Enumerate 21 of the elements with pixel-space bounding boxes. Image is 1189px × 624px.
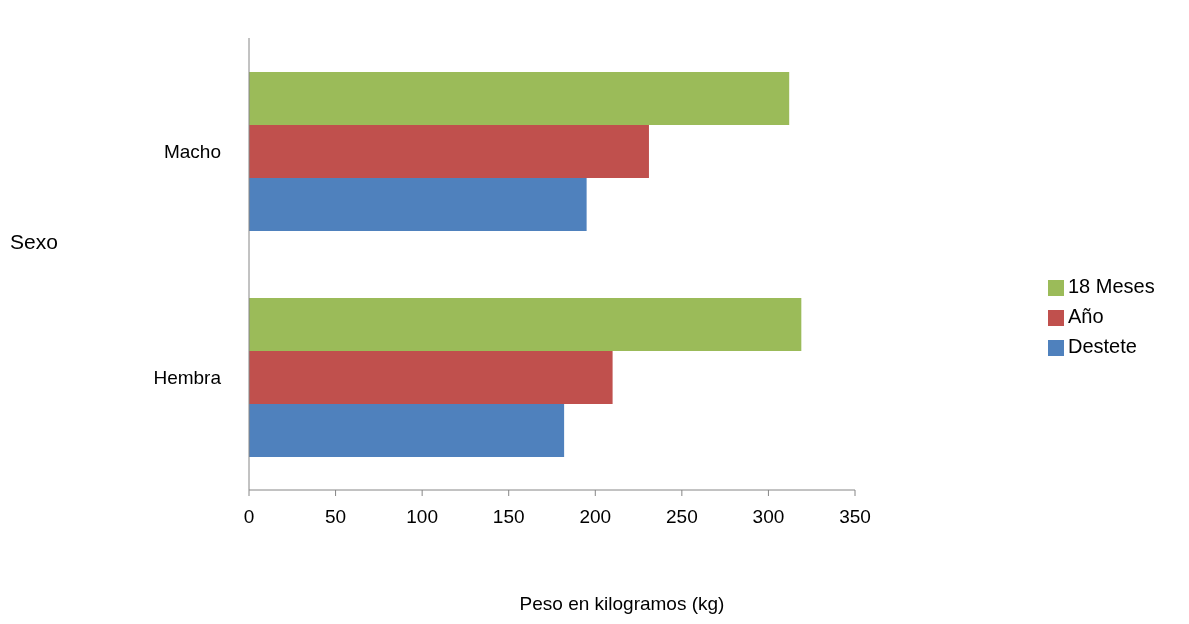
y-tick-label: Macho (163, 140, 221, 162)
bar (249, 350, 613, 404)
bar (249, 71, 790, 125)
bar (249, 124, 649, 178)
legend-label: Año (1068, 305, 1104, 327)
x-tick-label: 200 (579, 506, 612, 528)
x-tick-label: 100 (406, 506, 438, 528)
bar (249, 177, 587, 231)
x-tick-label: 150 (492, 506, 525, 528)
y-tick-label: Hembra (153, 366, 222, 388)
legend-label: 18 Meses (1068, 275, 1155, 297)
x-tick-label: 350 (839, 506, 871, 528)
x-tick-label: 250 (666, 506, 698, 528)
x-tick-label: 0 (243, 506, 255, 528)
bar (249, 403, 565, 457)
x-tick-label: 300 (752, 506, 785, 528)
y-axis-title: Sexo (10, 230, 58, 254)
x-axis-title: Peso en kilogramos (kg) (518, 593, 726, 615)
x-tick-label: 50 (325, 506, 347, 528)
legend-label: Destete (1068, 335, 1137, 357)
bar (249, 297, 802, 351)
